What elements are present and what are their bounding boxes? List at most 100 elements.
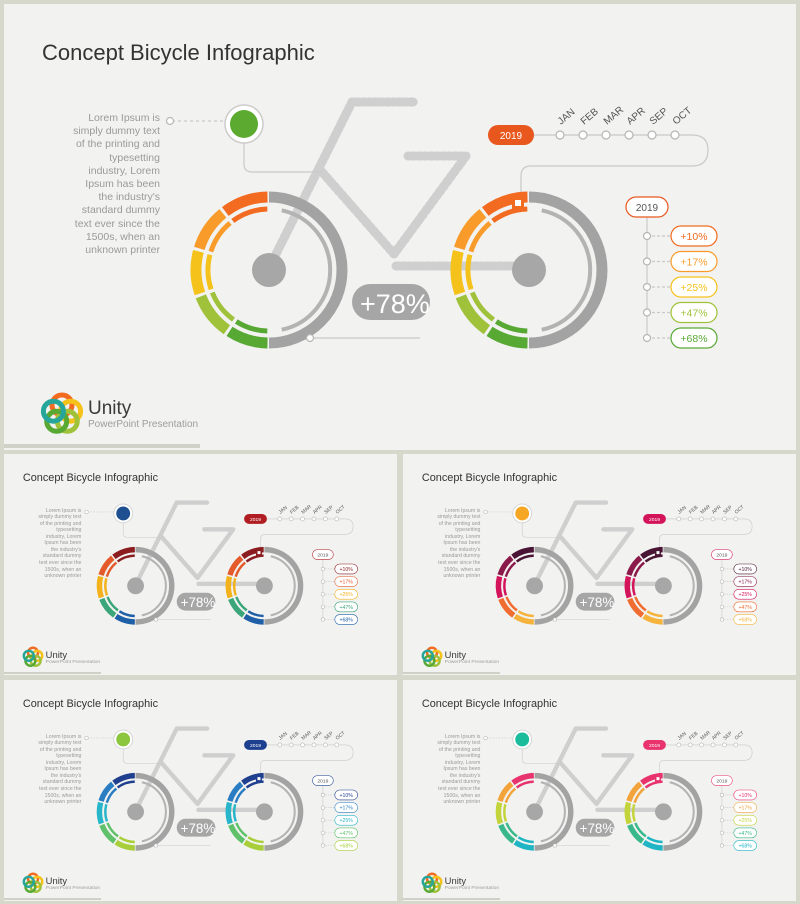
logo-petal — [22, 649, 35, 662]
legend-title: 2019 — [317, 553, 328, 559]
right-wheel-segment-2 — [228, 823, 246, 844]
month-label: SEP — [323, 504, 335, 515]
unity-logo-icon — [22, 646, 44, 667]
frame-zigzag — [159, 753, 236, 807]
year-label: 2019 — [250, 517, 261, 523]
left-wheel-segment-5 — [511, 772, 535, 786]
badge-node — [153, 617, 158, 622]
body-text: Lorem Ipsum is simply dummy text of the … — [437, 507, 481, 580]
percent-badge — [575, 592, 615, 611]
frame-zigzag — [558, 527, 635, 581]
left-wheel — [495, 772, 574, 851]
percent-badge-value: +78% — [580, 821, 615, 836]
legend-title-pill — [312, 775, 334, 786]
legend-value: +68% — [680, 333, 707, 345]
legend-node — [320, 617, 325, 622]
right-wheel-segment-1 — [243, 839, 264, 851]
legend-value: +25% — [339, 818, 353, 824]
left-wheel-inner-segment-4 — [208, 221, 232, 253]
legend-title: 2019 — [716, 779, 727, 785]
brand-name: Unity — [444, 648, 467, 660]
right-wheel-segment-4 — [454, 209, 487, 251]
month-label: JAN — [556, 107, 578, 128]
month-label: FEB — [289, 730, 301, 741]
left-wheel — [190, 191, 348, 349]
slide-title: Concept Bicycle Infographic — [421, 697, 558, 710]
month-label: MAR — [700, 730, 713, 742]
legend-node — [642, 333, 652, 343]
legend-node — [320, 579, 325, 584]
body-text: Lorem Ipsum is simply dummy text of the … — [38, 507, 82, 580]
right-wheel-inner-segment-5 — [245, 780, 264, 789]
right-wheel-segment-4 — [227, 555, 244, 577]
timeline-line — [659, 744, 753, 776]
left-wheel-inner-segment-2 — [106, 596, 119, 612]
legend-pill — [733, 601, 757, 613]
right-wheel-segment-1 — [642, 613, 663, 625]
legend-pill — [733, 814, 757, 826]
left-wheel-inner-segment-5 — [515, 554, 534, 563]
footer-bar — [403, 672, 501, 675]
slide-thumbnail-purple-orange[interactable]: Concept Bicycle Infographic Lorem Ipsum i… — [403, 454, 796, 675]
right-wheel-inner-segment-2 — [634, 596, 647, 612]
right-wheel-segment-3 — [624, 575, 632, 599]
legend-node — [719, 579, 724, 584]
legend-value: +25% — [738, 592, 752, 598]
left-wheel-segment-1 — [114, 839, 136, 851]
timeline-node — [311, 742, 317, 748]
frame-zigzag — [558, 753, 635, 807]
brand-name: Unity — [444, 874, 467, 886]
month-label: JAN — [278, 731, 289, 742]
percent-badge — [575, 818, 615, 837]
left-wheel-segment-1 — [226, 326, 268, 349]
legend-pill — [733, 827, 757, 839]
right-wheel-segment-1 — [642, 839, 663, 851]
brand-block: Unity PowerPoint Presentation — [88, 398, 198, 431]
percent-badge — [176, 592, 216, 611]
month-label: MAR — [301, 504, 314, 516]
right-wheel-inner-grey-arc — [669, 555, 695, 617]
month-label: JAN — [278, 505, 289, 516]
left-wheel-segment-4 — [194, 209, 227, 251]
slide-title: Concept Bicycle Infographic — [421, 471, 558, 484]
timeline-node — [710, 516, 716, 522]
right-wheel-inner-segment-2 — [235, 822, 248, 838]
brand-name: Unity — [45, 874, 68, 886]
month-label: SEP — [323, 730, 335, 741]
year-pill — [643, 513, 666, 524]
legend-value: +68% — [738, 617, 752, 623]
timeline-node — [300, 516, 305, 522]
footer-bar — [4, 444, 200, 448]
dot-connector — [521, 521, 561, 538]
accent-dot — [515, 506, 530, 521]
timeline-node — [699, 516, 704, 522]
right-wheel-inner-segment-3 — [232, 577, 237, 596]
right-wheel-segment-5 — [640, 546, 663, 560]
legend-value: +25% — [680, 282, 707, 294]
slide-thumbnail-blue-red[interactable]: Concept Bicycle Infographic Lorem Ipsum i… — [4, 454, 397, 675]
month-label: APR — [312, 504, 324, 515]
legend-pill — [670, 250, 718, 273]
timeline-node — [733, 742, 739, 748]
wheel-marker-inner — [656, 777, 660, 781]
badge-node — [305, 333, 315, 343]
right-wheel-segment-4 — [626, 781, 643, 803]
month-label: APR — [711, 730, 723, 741]
left-wheel-segment-2 — [99, 597, 117, 618]
right-wheel-segment-3 — [225, 801, 233, 825]
legend-value: +68% — [339, 843, 353, 849]
body-text: Lorem Ipsum is simply dummy text of the … — [437, 733, 481, 806]
right-wheel — [225, 546, 304, 625]
month-label: SEP — [722, 730, 734, 741]
dot-connector — [521, 747, 561, 764]
month-label: JAN — [677, 505, 688, 516]
slide-thumbnail-blue-green[interactable]: Concept Bicycle Infographic Lorem Ipsum i… — [4, 680, 397, 901]
month-label: OCT — [671, 105, 694, 127]
timeline-node — [676, 516, 682, 522]
slide-thumbnail-pink-teal[interactable]: Concept Bicycle Infographic Lorem Ipsum i… — [403, 680, 796, 901]
legend-node — [320, 566, 325, 571]
legend-node — [642, 257, 652, 266]
wheel-marker-inner — [515, 200, 521, 206]
right-wheel-hub — [512, 253, 546, 287]
